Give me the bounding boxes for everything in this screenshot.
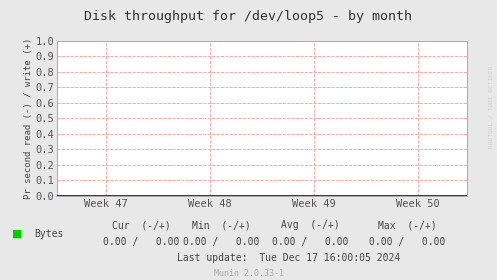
Text: Bytes: Bytes xyxy=(34,229,63,239)
Text: 0.00 /   0.00: 0.00 / 0.00 xyxy=(369,237,446,247)
Text: Avg  (-/+): Avg (-/+) xyxy=(281,220,340,230)
Text: 0.00 /   0.00: 0.00 / 0.00 xyxy=(183,237,259,247)
Text: Max  (-/+): Max (-/+) xyxy=(378,220,437,230)
Text: 0.00 /   0.00: 0.00 / 0.00 xyxy=(103,237,180,247)
Text: Last update:  Tue Dec 17 16:00:05 2024: Last update: Tue Dec 17 16:00:05 2024 xyxy=(176,253,400,263)
Text: Disk throughput for /dev/loop5 - by month: Disk throughput for /dev/loop5 - by mont… xyxy=(84,10,413,23)
Text: Cur  (-/+): Cur (-/+) xyxy=(112,220,171,230)
Text: ■: ■ xyxy=(12,229,23,239)
Y-axis label: Pr second read (-) / write (+): Pr second read (-) / write (+) xyxy=(24,38,33,199)
Text: 0.00 /   0.00: 0.00 / 0.00 xyxy=(272,237,349,247)
Text: Munin 2.0.33-1: Munin 2.0.33-1 xyxy=(214,269,283,278)
Text: Min  (-/+): Min (-/+) xyxy=(192,220,250,230)
Text: RRDTOOL / TOBI OETIKER: RRDTOOL / TOBI OETIKER xyxy=(489,65,494,148)
